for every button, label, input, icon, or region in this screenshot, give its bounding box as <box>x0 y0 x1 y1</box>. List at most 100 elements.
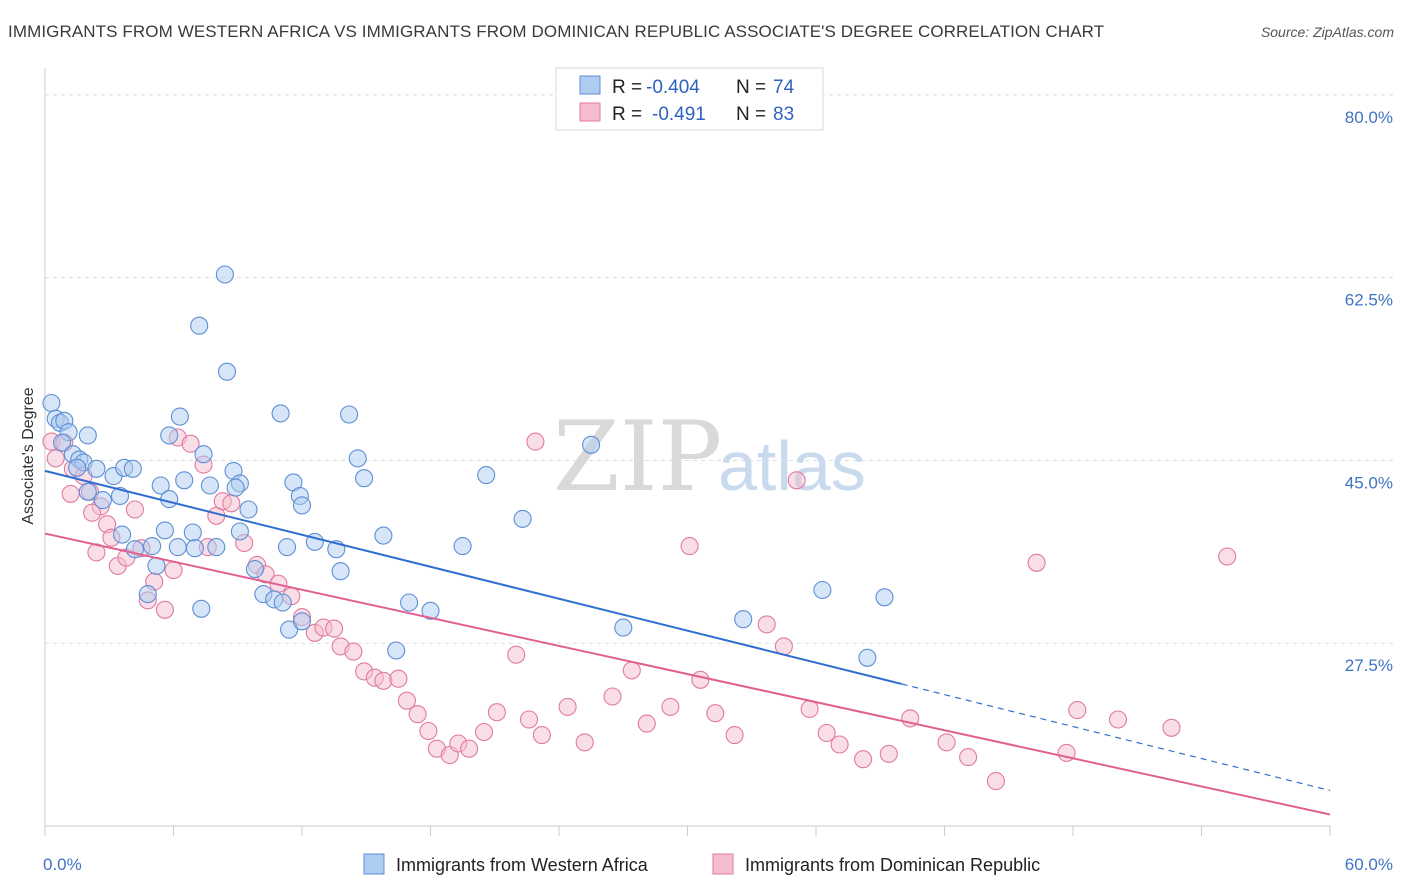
western-africa-point-73 <box>192 599 211 618</box>
dominican-republic-point-38 <box>374 671 393 690</box>
legend-n-value-2: 83 <box>773 104 794 125</box>
dominican-republic-point-49 <box>507 645 526 664</box>
dominican-republic-point-1 <box>46 449 65 468</box>
western-africa-point-64 <box>513 509 532 528</box>
western-africa-point-9 <box>78 426 97 445</box>
western-africa-point-28 <box>175 471 194 490</box>
dominican-republic-point-16 <box>155 600 174 619</box>
bottom-legend-label-pink: Immigrants from Dominican Republic <box>745 855 1040 875</box>
dominican-republic-point-51 <box>532 726 551 745</box>
dominican-republic-point-62 <box>757 615 776 634</box>
gridlines <box>45 94 1395 644</box>
western-africa-point-51 <box>292 496 312 515</box>
dominican-republic-point-58 <box>680 537 699 556</box>
western-africa-point-34 <box>207 538 226 557</box>
legend-r-value-1: -0.404 <box>646 77 700 98</box>
western-africa-point-12 <box>78 482 97 501</box>
dominican-republic-point-52 <box>558 697 577 716</box>
dominican-republic-point-41 <box>408 705 427 724</box>
dominican-republic-point-12 <box>125 500 144 519</box>
dominican-republic-point-74 <box>1027 553 1046 572</box>
western-africa-point-57 <box>355 469 374 488</box>
legend-n-label-2: N = <box>736 104 766 125</box>
western-africa-point-70 <box>875 588 894 607</box>
western-africa-point-59 <box>387 641 406 660</box>
dominican-republic-point-46 <box>460 739 479 758</box>
western-africa-point-31 <box>185 539 204 558</box>
legend-r-label-2: R = <box>612 104 642 125</box>
western-africa-point-68 <box>813 580 832 600</box>
series-western-africa-points <box>42 265 894 667</box>
western-africa-point-26 <box>155 521 174 540</box>
western-africa-point-62 <box>453 537 472 556</box>
dominican-republic-point-50 <box>519 710 539 729</box>
dominican-republic-point-59 <box>691 670 710 689</box>
dominican-republic-point-19 <box>181 434 200 453</box>
dominican-republic-point-61 <box>725 726 744 745</box>
western-africa-point-33 <box>200 476 219 495</box>
dominican-republic-point-55 <box>622 661 641 680</box>
dominican-republic-point-66 <box>817 723 836 743</box>
legend-r-label-1: R = <box>612 77 642 98</box>
watermark: ZIP atlas <box>553 401 866 513</box>
legend-box: R = -0.404 N = 74 R = -0.491 N = 83 <box>555 67 824 131</box>
tick-labels: 80.0% 62.5% 45.0% 27.5% 0.0% 60.0% <box>43 108 1393 874</box>
western-africa-point-16 <box>110 486 130 506</box>
western-africa-point-54 <box>331 562 350 581</box>
western-africa-point-24 <box>151 476 170 495</box>
western-africa-point-27 <box>170 407 189 426</box>
dominican-republic-point-69 <box>879 744 898 763</box>
western-africa-point-25 <box>160 490 179 509</box>
western-africa-point-10 <box>68 458 87 477</box>
legend-n-label-1: N = <box>736 77 766 98</box>
y-axis-label: Associate's Degree <box>20 387 37 524</box>
western-africa-point-22 <box>138 585 157 604</box>
western-africa-point-61 <box>421 601 440 620</box>
y-tick-label-0: 80.0% <box>1345 108 1393 127</box>
dominican-republic-point-68 <box>854 750 873 769</box>
western-africa-point-0 <box>42 393 61 413</box>
dominican-republic-point-17 <box>164 561 183 580</box>
western-africa-point-71 <box>280 620 299 639</box>
bottom-legend-swatch-pink <box>712 853 734 875</box>
western-africa-point-65 <box>582 435 601 454</box>
trend-lines <box>44 469 1331 816</box>
legend-n-value-1: 74 <box>773 77 795 98</box>
dominican-republic-point-76 <box>1068 701 1087 720</box>
y-tick-label-1: 62.5% <box>1345 291 1393 310</box>
western-africa-point-46 <box>273 593 292 612</box>
western-africa-point-29 <box>168 538 187 557</box>
western-africa-point-56 <box>348 449 367 468</box>
watermark-atlas: atlas <box>718 427 866 505</box>
western-africa-point-58 <box>374 526 393 545</box>
western-africa-point-63 <box>477 466 496 485</box>
western-africa-point-37 <box>217 362 237 381</box>
western-africa-point-69 <box>858 648 877 667</box>
dominican-republic-point-33 <box>325 619 344 638</box>
series-dominican-republic-points <box>42 428 1237 791</box>
dominican-republic-point-67 <box>830 735 849 754</box>
bottom-legend: Immigrants from Western Africa Immigrant… <box>363 853 1040 875</box>
western-africa-trend-line <box>44 469 902 685</box>
bottom-legend-swatch-blue <box>363 853 385 875</box>
x-tick-label-0: 0.0% <box>43 855 82 874</box>
bottom-legend-label-blue: Immigrants from Western Africa <box>396 855 649 875</box>
dominican-republic-point-72 <box>959 748 978 767</box>
western-africa-point-32 <box>194 445 213 464</box>
dominican-republic-point-64 <box>787 471 806 490</box>
dominican-republic-point-47 <box>474 722 494 742</box>
dominican-republic-point-54 <box>603 687 622 706</box>
dominican-republic-point-35 <box>344 642 363 661</box>
dominican-republic-point-82 <box>526 432 545 451</box>
western-africa-point-47 <box>277 538 297 557</box>
dominican-republic-point-39 <box>389 669 408 688</box>
dominican-republic-point-73 <box>986 772 1005 791</box>
dominican-republic-point-60 <box>706 704 725 723</box>
x-tick-label-1: 60.0% <box>1345 855 1393 874</box>
dominican-republic-point-57 <box>661 697 680 716</box>
y-tick-label-2: 45.0% <box>1345 473 1393 492</box>
dominican-republic-point-53 <box>575 733 594 752</box>
source-credit: Source: ZipAtlas.com <box>1260 24 1394 40</box>
y-tick-label-3: 27.5% <box>1345 656 1393 675</box>
